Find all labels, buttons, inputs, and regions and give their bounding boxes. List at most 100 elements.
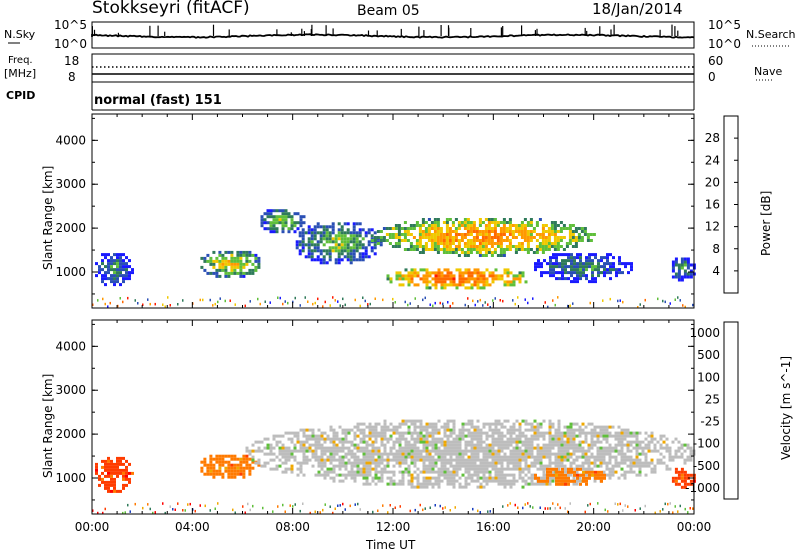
data-cell: [269, 224, 273, 228]
data-cell: [485, 464, 489, 468]
data-cell: [494, 437, 498, 441]
noise-cell: [567, 510, 569, 513]
data-cell: [320, 446, 324, 450]
data-cell: [433, 239, 437, 242]
data-cell: [683, 473, 687, 477]
data-cell: [578, 431, 582, 435]
noise-cell: [449, 509, 451, 512]
data-cell: [502, 248, 506, 251]
data-cell: [482, 425, 486, 429]
data-cell: [557, 431, 561, 435]
data-cell: [502, 254, 506, 257]
data-cell: [647, 446, 651, 450]
data-cell: [377, 449, 381, 453]
data-cell: [551, 479, 555, 483]
data-cell: [581, 455, 585, 459]
data-cell: [125, 483, 128, 487]
data-cell: [518, 470, 522, 474]
data-cell: [591, 280, 594, 284]
data-cell: [418, 245, 422, 248]
data-cell: [251, 449, 255, 453]
data-cell: [479, 443, 483, 447]
data-cell: [466, 251, 470, 254]
noise-cell: [552, 299, 554, 302]
data-cell: [570, 259, 573, 263]
data-cell: [574, 236, 578, 239]
data-cell: [680, 485, 684, 489]
noise-cell: [589, 301, 591, 305]
data-cell: [113, 462, 116, 466]
data-cell: [469, 239, 473, 242]
data-cell: [617, 431, 621, 435]
data-cell: [353, 470, 357, 474]
data-cell: [558, 277, 561, 281]
data-cell: [269, 446, 273, 450]
data-cell: [305, 440, 309, 444]
data-cell: [284, 215, 288, 219]
x-tick-label: 20:00: [576, 520, 611, 534]
noise-cell: [102, 511, 104, 515]
noise-cell: [557, 503, 559, 506]
data-cell: [212, 250, 216, 254]
data-cell: [563, 443, 567, 447]
data-region: [386, 268, 528, 290]
data-cell: [602, 461, 606, 465]
data-cell: [302, 215, 306, 219]
data-cell: [398, 482, 402, 486]
data-cell: [632, 440, 636, 444]
data-cell: [319, 252, 323, 256]
data-cell: [332, 440, 336, 444]
data-cell: [352, 255, 356, 259]
data-cell: [325, 252, 329, 256]
data-cell: [518, 425, 522, 429]
data-cell: [379, 243, 383, 247]
data-cell: [356, 461, 360, 465]
data-cell: [680, 443, 684, 447]
data-cell: [560, 449, 564, 453]
data-cell: [560, 464, 564, 468]
data-cell: [548, 455, 552, 459]
data-cell: [374, 476, 378, 480]
data-cell: [509, 437, 513, 441]
data-cell: [440, 271, 444, 275]
data-cell: [671, 455, 675, 459]
data-cell: [579, 253, 582, 257]
data-cell: [418, 251, 422, 254]
data-cell: [301, 228, 305, 232]
noise-cell: [359, 304, 361, 308]
data-cell: [248, 469, 252, 473]
data-cell: [590, 434, 594, 438]
noise-cell: [677, 510, 679, 513]
data-cell: [425, 274, 429, 278]
data-cell: [650, 431, 654, 435]
data-cell: [371, 458, 375, 462]
data-cell: [585, 274, 588, 278]
data-cell: [397, 227, 401, 230]
data-cell: [401, 437, 405, 441]
data-cell: [568, 230, 572, 233]
x-axis-label: Time UT: [366, 538, 416, 552]
data-cell: [514, 251, 518, 254]
data-cell: [452, 283, 456, 287]
data-cell: [446, 473, 450, 477]
data-cell: [452, 476, 456, 480]
data-cell: [379, 236, 383, 239]
data-cell: [479, 437, 483, 441]
data-cell: [401, 434, 405, 438]
data-cell: [368, 434, 372, 438]
data-cell: [326, 470, 330, 474]
data-cell: [443, 431, 447, 435]
data-cell: [407, 470, 411, 474]
noise-cell: [319, 511, 321, 514]
data-cell: [233, 256, 237, 260]
noise-cell: [339, 304, 341, 307]
noise-cell: [474, 303, 476, 307]
data-cell: [550, 230, 554, 233]
data-cell: [329, 440, 333, 444]
data-cell: [493, 251, 497, 254]
data-cell: [599, 446, 603, 450]
data-cell: [638, 443, 642, 447]
noise-cell: [122, 511, 124, 515]
data-cell: [503, 271, 507, 275]
noise-cell: [409, 509, 411, 513]
